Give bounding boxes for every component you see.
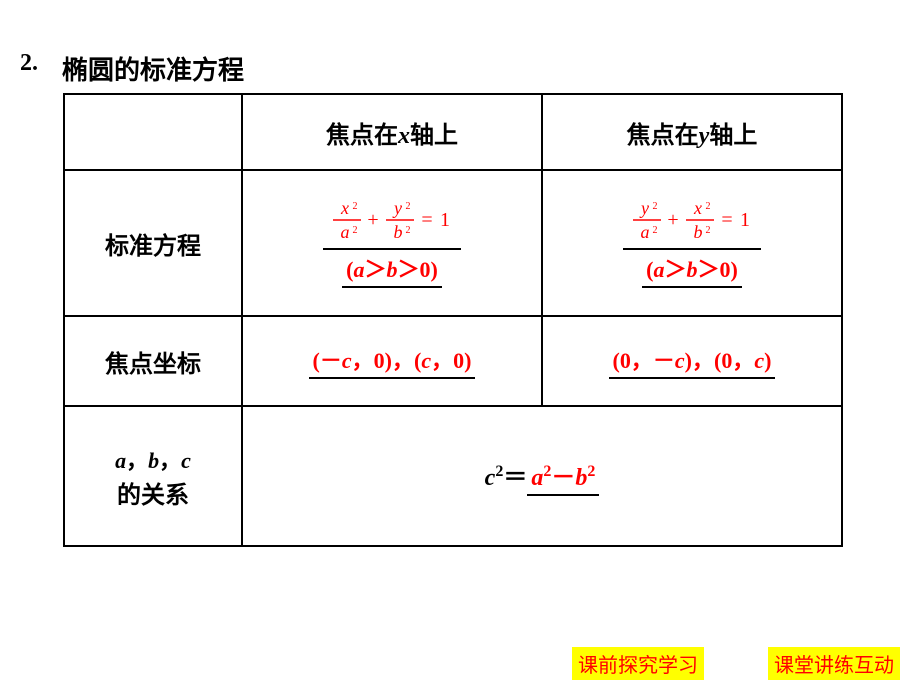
equation-x-axis: x 2 a 2 + y 2 b 2 = 1 <box>323 198 461 250</box>
footer-links: 课前探究学习 课堂讲练互动 <box>512 647 900 680</box>
header-x-pre: 焦点在 <box>326 123 398 149</box>
svg-text:+: + <box>367 209 378 231</box>
svg-text:2: 2 <box>653 201 658 212</box>
svg-text:x: x <box>340 198 349 218</box>
header-x-axis-text: 焦点在x轴上 <box>326 123 458 149</box>
relation-equation: c2＝a2－b2 <box>485 465 600 491</box>
header-x-axis-cell: 焦点在x轴上 <box>242 94 542 170</box>
equation-y-axis: y 2 a 2 + x 2 b 2 = 1 <box>623 198 761 250</box>
header-y-post: 轴上 <box>709 123 757 149</box>
row-standard-equation: 标准方程 x 2 a 2 + y 2 b 2 <box>64 170 842 316</box>
cell-eq-y: y 2 a 2 + x 2 b 2 = 1 <box>542 170 842 316</box>
svg-text:x: x <box>693 198 702 218</box>
header-x-var: x <box>398 123 410 149</box>
ellipse-table: 焦点在x轴上 焦点在y轴上 标准方程 x 2 a 2 + <box>63 93 843 547</box>
header-y-var: y <box>699 123 710 149</box>
svg-text:y: y <box>392 198 402 218</box>
label-focus-coords: 焦点坐标 <box>64 316 242 406</box>
cell-focus-x: (－c，0)，(c，0) <box>242 316 542 406</box>
header-y-pre: 焦点在 <box>627 123 699 149</box>
condition-x: (a＞b＞0) <box>342 252 442 288</box>
svg-text:2: 2 <box>653 225 658 236</box>
table-header-row: 焦点在x轴上 焦点在y轴上 <box>64 94 842 170</box>
label-abc-relation: a，b，c 的关系 <box>64 406 242 546</box>
svg-text:2: 2 <box>706 201 711 212</box>
svg-text:a: a <box>641 222 650 242</box>
focus-coords-x: (－c，0)，(c，0) <box>309 343 476 379</box>
focus-coords-y: (0，－c)，(0，c) <box>609 343 776 379</box>
svg-text:=: = <box>421 209 432 231</box>
header-empty-cell <box>64 94 242 170</box>
row-focus-coords: 焦点坐标 (－c，0)，(c，0) (0，－c)，(0，c) <box>64 316 842 406</box>
svg-text:2: 2 <box>353 225 358 236</box>
heading-text: 椭圆的标准方程 <box>62 50 244 87</box>
cell-abc-relation: c2＝a2－b2 <box>242 406 842 546</box>
footer-link-preclass[interactable]: 课前探究学习 <box>572 647 704 680</box>
svg-text:2: 2 <box>406 201 411 212</box>
label-standard-equation: 标准方程 <box>64 170 242 316</box>
header-y-axis-cell: 焦点在y轴上 <box>542 94 842 170</box>
svg-text:2: 2 <box>406 225 411 236</box>
svg-text:2: 2 <box>353 201 358 212</box>
svg-text:a: a <box>341 222 350 242</box>
svg-text:b: b <box>394 222 403 242</box>
footer-link-inclass[interactable]: 课堂讲练互动 <box>768 647 900 680</box>
condition-y: (a＞b＞0) <box>642 252 742 288</box>
heading-number: 2. <box>20 50 38 77</box>
svg-text:+: + <box>667 209 678 231</box>
svg-text:1: 1 <box>440 209 450 231</box>
header-x-post: 轴上 <box>410 123 458 149</box>
cell-eq-x: x 2 a 2 + y 2 b 2 = 1 <box>242 170 542 316</box>
svg-text:y: y <box>639 198 649 218</box>
cell-focus-y: (0，－c)，(0，c) <box>542 316 842 406</box>
row-abc-relation: a，b，c 的关系 c2＝a2－b2 <box>64 406 842 546</box>
svg-text:2: 2 <box>706 225 711 236</box>
svg-text:1: 1 <box>740 209 750 231</box>
header-y-axis-text: 焦点在y轴上 <box>627 123 758 149</box>
svg-text:b: b <box>694 222 703 242</box>
svg-text:=: = <box>721 209 732 231</box>
heading: 2. 椭圆的标准方程 <box>20 50 900 87</box>
